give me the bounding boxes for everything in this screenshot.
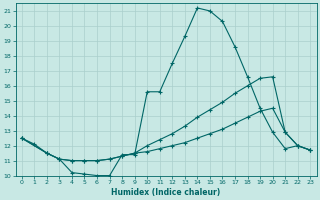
X-axis label: Humidex (Indice chaleur): Humidex (Indice chaleur) bbox=[111, 188, 221, 197]
